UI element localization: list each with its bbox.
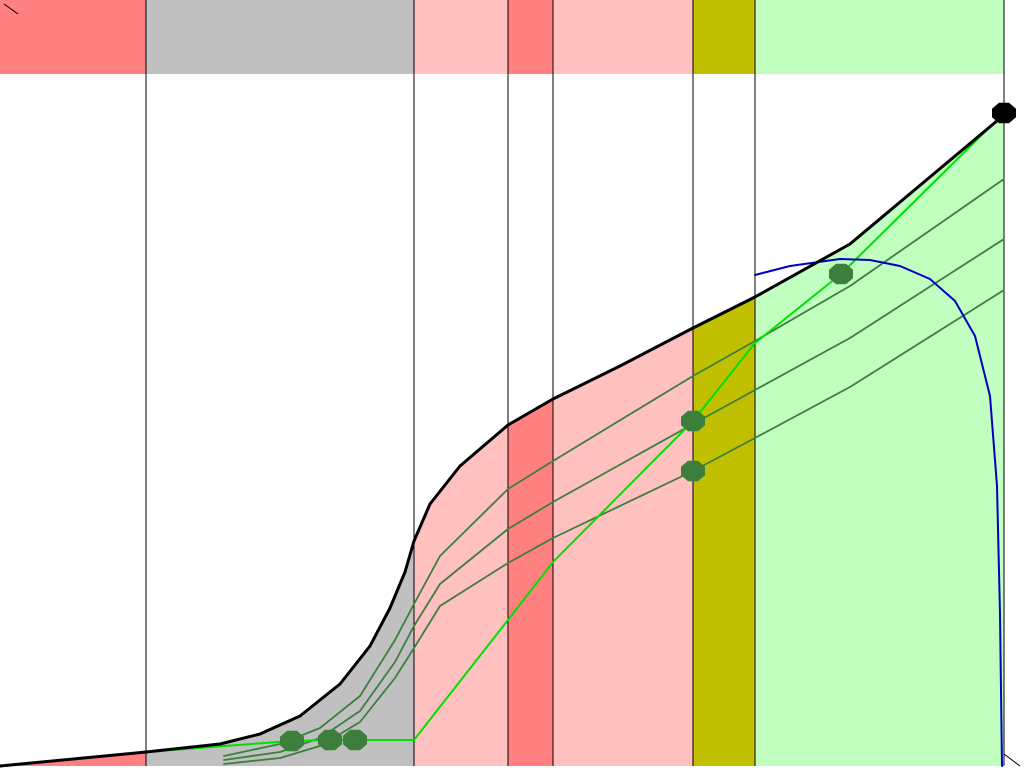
- series-envelope-1: [0, 113, 1006, 768]
- band-fill-5: [553, 328, 693, 766]
- region-bands: [0, 115, 1004, 766]
- top-bands: [0, 0, 1004, 74]
- corner-tick-bottom-right: [1003, 753, 1021, 767]
- boundary-lines: [145, 0, 1005, 766]
- series-lines: [0, 112, 1006, 768]
- marker-4: [681, 410, 705, 432]
- band-header-5: [553, 0, 693, 74]
- marker-7: [992, 102, 1016, 124]
- band-fill-4: [508, 399, 553, 766]
- band-header-7: [755, 0, 1004, 74]
- marker-6: [829, 263, 853, 285]
- marker-2: [318, 729, 342, 751]
- band-header-3: [414, 0, 508, 74]
- marker-5: [681, 460, 705, 482]
- band-header-1: [0, 0, 146, 74]
- marker-1: [280, 730, 304, 752]
- series-curve-6: [754, 258, 1003, 767]
- corner-tick-top-left: [3, 3, 19, 15]
- band-header-6: [693, 0, 755, 74]
- band-fill-3: [414, 425, 508, 766]
- band-header-4: [508, 0, 553, 74]
- series-path-5: [0, 112, 1005, 767]
- corner-marks: [3, 3, 1021, 767]
- series-inner-4: [223, 289, 1005, 765]
- marker-3: [343, 729, 367, 751]
- band-fill-6: [693, 297, 755, 766]
- markers: [280, 102, 1016, 752]
- band-fill-7: [755, 115, 1004, 766]
- band-header-2: [146, 0, 414, 74]
- band-fill-2: [146, 541, 414, 766]
- series-inner-2: [223, 178, 1005, 757]
